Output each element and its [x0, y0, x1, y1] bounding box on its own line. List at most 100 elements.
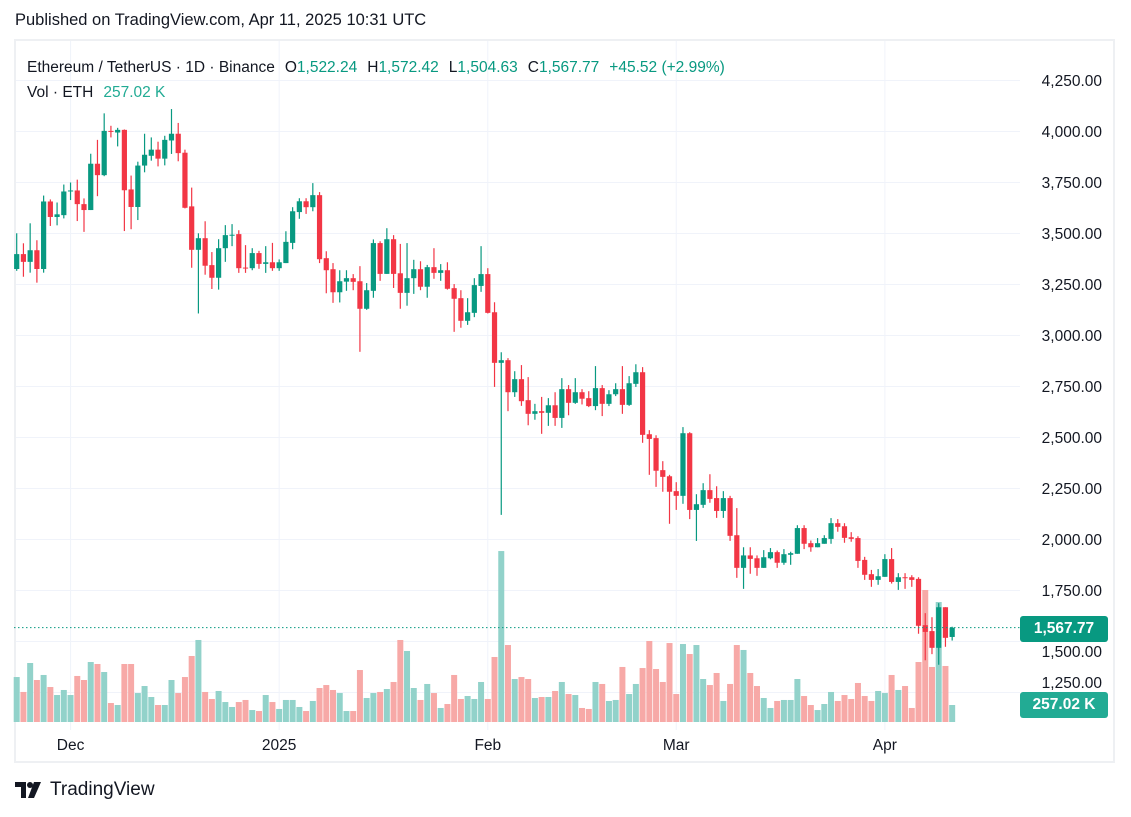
candle: [168, 109, 175, 154]
candle: [734, 508, 740, 578]
candle: [377, 241, 383, 281]
candle-body: [189, 206, 195, 250]
candle: [14, 233, 20, 271]
volume-bar: [760, 697, 767, 722]
volume-bar: [47, 687, 54, 722]
candle-body: [290, 211, 296, 243]
open-label: O: [284, 58, 297, 76]
candle-body: [909, 577, 915, 580]
candle-body: [141, 154, 148, 166]
candle: [700, 483, 706, 508]
candle-body: [222, 235, 228, 249]
volume-bar: [875, 690, 882, 722]
candle-body: [283, 241, 289, 264]
candle: [505, 358, 511, 412]
candle-body: [276, 262, 282, 269]
candle: [781, 549, 787, 565]
candle: [693, 494, 700, 541]
volume-bar: [40, 674, 47, 722]
candle: [646, 430, 652, 475]
volume-bar: [861, 696, 868, 722]
candle: [586, 391, 592, 408]
candle-body: [236, 234, 242, 269]
volume-bar: [202, 691, 209, 722]
candle-body: [895, 577, 901, 582]
candle: [862, 556, 868, 580]
candle: [323, 251, 329, 294]
volume-bar: [175, 693, 182, 722]
candle: [88, 153, 94, 211]
candles: [14, 109, 955, 665]
candle: [370, 239, 376, 298]
chart-frame[interactable]: [14, 39, 1115, 763]
volume-bar: [767, 707, 774, 722]
high-label: H: [367, 58, 379, 76]
candle-body: [256, 253, 262, 264]
candle-body: [364, 290, 370, 309]
candle: [404, 243, 410, 306]
tradingview-logo-icon: [15, 782, 41, 798]
volume-bar: [794, 679, 801, 722]
candle-body: [693, 504, 700, 510]
candle-body: [855, 538, 861, 561]
candle-body: [182, 152, 188, 208]
candle-body: [949, 627, 955, 637]
candle: [747, 547, 753, 574]
candle: [155, 141, 161, 167]
candle: [666, 474, 673, 524]
candle-body: [471, 285, 477, 313]
candle-body: [821, 538, 827, 544]
volume-bar: [848, 698, 855, 722]
volume-bar: [498, 551, 505, 722]
candle-body: [101, 130, 107, 176]
volume-legend-row: Vol · ETH 257.02 K: [27, 80, 735, 105]
volume-bar: [363, 697, 370, 722]
volume-bar: [323, 685, 330, 722]
volume-bar: [60, 689, 67, 722]
volume-bar: [128, 663, 135, 722]
candle: [330, 263, 336, 303]
volume-label[interactable]: Vol · ETH: [27, 83, 94, 101]
candle-body: [814, 543, 821, 548]
tradingview-brand[interactable]: TradingView: [15, 779, 155, 801]
candle: [895, 573, 901, 590]
volume-bar: [141, 686, 148, 722]
volume-bar: [397, 639, 404, 722]
volume-bar: [215, 690, 222, 722]
candle-body: [168, 133, 175, 141]
candle: [606, 390, 612, 407]
symbol-title[interactable]: Ethereum / TetherUS · 1D · Binance: [27, 58, 275, 76]
volume-bar: [155, 705, 162, 722]
candle-body: [915, 578, 922, 626]
candle-body: [808, 543, 814, 548]
candle-body: [175, 133, 181, 154]
candle: [229, 224, 235, 247]
price-tick-label: 3,000.00: [1042, 328, 1103, 345]
candle-body: [848, 537, 854, 539]
candle: [707, 474, 713, 503]
volume-bar: [868, 700, 875, 722]
volume-bar: [235, 702, 242, 722]
candle: [458, 290, 464, 328]
volume-bar: [390, 681, 397, 722]
volume-bar: [208, 698, 215, 722]
candle-body: [592, 388, 599, 407]
volume-value: 257.02 K: [103, 83, 166, 101]
volume-bar: [700, 679, 707, 722]
candle: [613, 383, 619, 397]
candle-body: [633, 372, 639, 384]
candle: [236, 230, 242, 273]
candle: [592, 366, 599, 411]
candle-body: [370, 243, 376, 291]
candle: [182, 149, 188, 209]
candle: [290, 207, 296, 250]
candle: [303, 198, 309, 214]
candle-body: [451, 288, 457, 299]
candle: [808, 540, 814, 552]
candle-body: [660, 470, 666, 477]
volume-bar: [801, 696, 808, 722]
volume-bar: [854, 682, 861, 722]
candle-body: [310, 195, 316, 208]
candle: [552, 392, 558, 426]
